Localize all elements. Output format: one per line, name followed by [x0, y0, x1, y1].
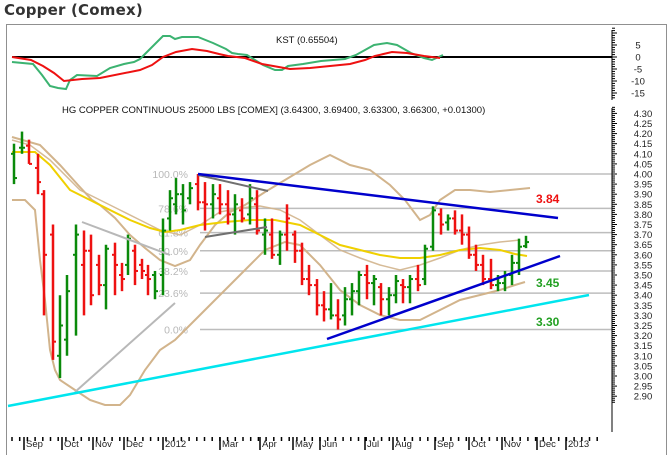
price-axis-label: 4.05 [634, 159, 653, 170]
fib-level-label: 23.6% [158, 288, 188, 300]
price-axis-label: 4.30 [634, 109, 653, 120]
time-axis-label: Mar [222, 439, 238, 450]
price-axis-label: 3.25 [634, 321, 653, 332]
kst-axis-label: -15 [631, 89, 645, 100]
fib-level-label: 78.6% [158, 203, 188, 215]
upper-triangle-trendline [197, 172, 559, 220]
kst-axis-label: -10 [631, 77, 645, 88]
price-axis-label: 3.55 [634, 260, 653, 271]
time-axis-label: Dec [126, 439, 143, 450]
fib-level-label: 38.2% [158, 266, 188, 278]
time-axis-label: Nov [504, 439, 521, 450]
price-axis-label: 4.20 [634, 129, 653, 140]
kst-axis-label: 0 [635, 53, 640, 64]
price-axis-label: 2.95 [634, 382, 653, 393]
time-axis-label: Dec [539, 439, 556, 450]
time-axis-label: Nov [95, 439, 112, 450]
price-axis-label: 3.10 [634, 351, 653, 362]
price-axis-label: 3.30 [634, 311, 653, 322]
flag-upper-line [197, 174, 269, 192]
price-axis-label: 3.75 [634, 220, 653, 231]
price-axis-label: 3.15 [634, 341, 653, 352]
price-axis-label: 3.70 [634, 230, 653, 241]
price-axis-label: 3.05 [634, 361, 653, 372]
price-axis-label: 4.10 [634, 149, 653, 160]
price-axis-label: 3.20 [634, 331, 653, 342]
price-level-annotation: 3.30 [536, 315, 560, 329]
price-axis-label: 3.45 [634, 281, 653, 292]
time-axis-label: 2012 [165, 439, 186, 450]
price-level-annotation: 3.84 [536, 192, 560, 206]
time-axis-label: 2013 [568, 439, 589, 450]
fib-level-label: 100.0% [152, 169, 188, 181]
price-axis-label: 3.80 [634, 210, 653, 221]
flag-lower-line [204, 226, 268, 238]
price-axis-label: 3.35 [634, 301, 653, 312]
kst-axis-label: 5 [635, 41, 640, 52]
price-axis-label: 4.25 [634, 119, 653, 130]
time-axis-label: Sep [437, 439, 454, 450]
bollinger-lower-band [12, 199, 526, 406]
price-series-header: HG COPPER CONTINUOUS 25000 LBS [COMEX] (… [62, 105, 485, 116]
moving-average-line [12, 151, 528, 259]
price-axis-label: 3.00 [634, 372, 653, 383]
time-axis-label: Sep [26, 439, 43, 450]
price-axis-label: 3.50 [634, 271, 653, 282]
price-axis-label: 3.60 [634, 250, 653, 261]
time-axis-label: Oct [471, 439, 486, 450]
kst-axis-label: -5 [634, 65, 642, 76]
long-term-support-line [7, 293, 590, 408]
time-axis-label: May [295, 439, 313, 450]
chart-title: Copper (Comex) [4, 1, 143, 19]
kst-line-kst [11, 35, 444, 91]
price-axis-label: 3.85 [634, 200, 653, 211]
kst-label: KST (0.65504) [276, 35, 338, 46]
bollinger-mid-band [11, 139, 521, 271]
price-axis-label: 4.15 [634, 139, 653, 150]
price-axis-label: 3.95 [634, 180, 653, 191]
price-axis-label: 3.40 [634, 291, 653, 302]
price-axis-label: 3.65 [634, 240, 653, 251]
price-axis-label: 4.00 [634, 170, 653, 181]
price-axis-label: 3.90 [634, 190, 653, 201]
time-axis-label: Aug [395, 439, 412, 450]
price-axis-label: 2.90 [634, 392, 653, 403]
time-axis-label: Oct [64, 439, 79, 450]
kst-line-signal [11, 47, 441, 83]
price-level-annotation: 3.45 [536, 276, 560, 290]
chart-frame [6, 24, 667, 455]
fib-level-label: 50.0% [158, 246, 188, 258]
time-axis-label: Jun [322, 439, 337, 450]
lower-triangle-trendline [326, 254, 561, 341]
wedge-lower-line [74, 302, 176, 393]
time-axis-label: Apr [262, 439, 277, 450]
wedge-upper-line [81, 221, 171, 256]
time-axis-label: Jul [367, 439, 379, 450]
